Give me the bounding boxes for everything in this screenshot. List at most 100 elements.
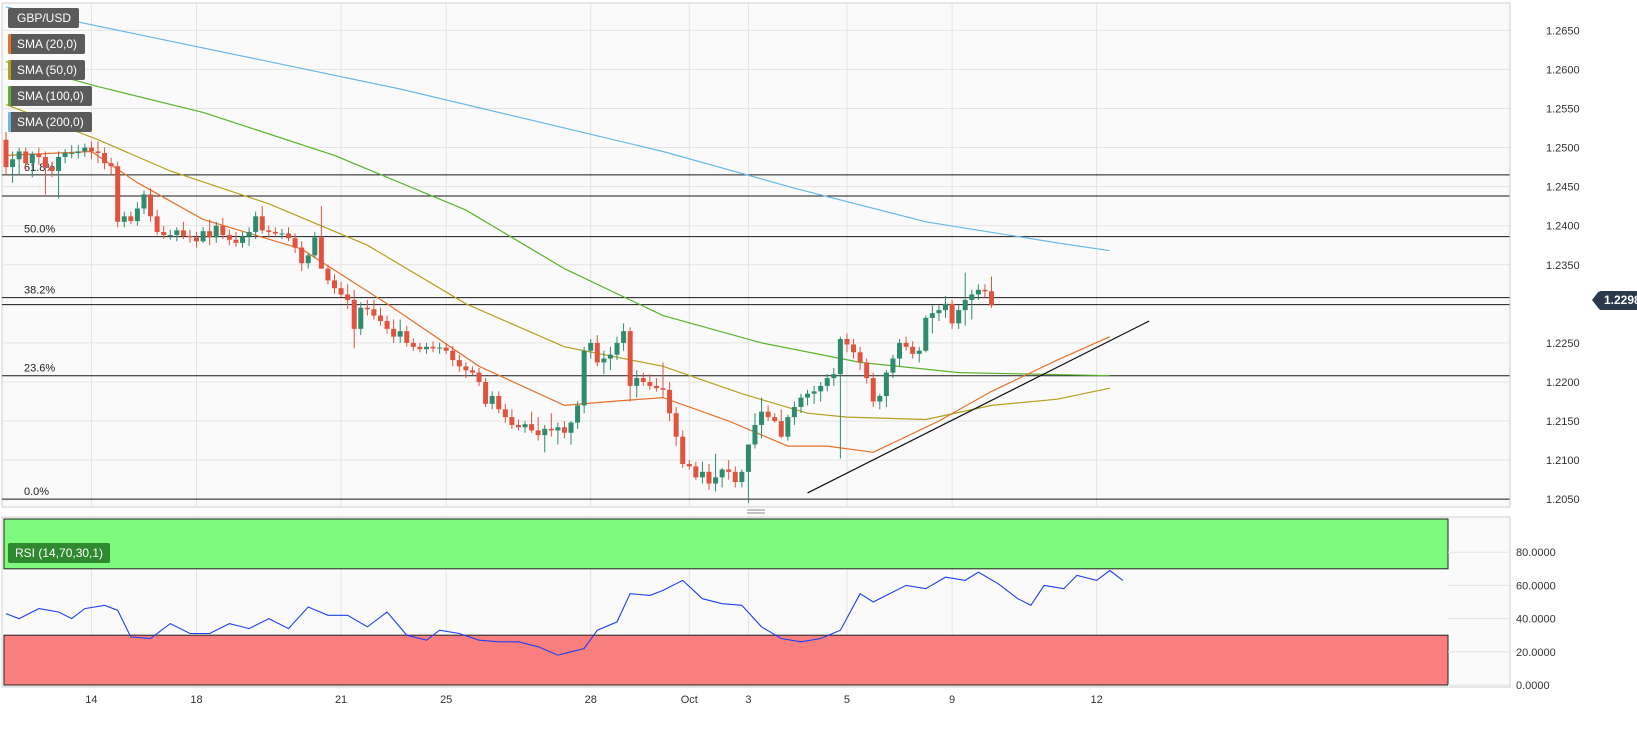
candle-body: [555, 427, 561, 431]
candle: [272, 227, 278, 238]
candle-body: [167, 235, 173, 237]
candle-body: [798, 397, 804, 407]
candle: [903, 336, 909, 351]
candle: [713, 453, 719, 492]
candle: [772, 413, 778, 423]
candle-body: [824, 378, 830, 386]
candle-body: [529, 424, 535, 431]
candle-body: [982, 289, 988, 292]
candle-body: [765, 411, 771, 418]
candle: [167, 229, 173, 240]
candle-body: [857, 352, 863, 363]
candle-body: [312, 237, 318, 256]
candle-body: [82, 147, 88, 152]
candle-body: [699, 471, 705, 478]
candle: [102, 147, 108, 170]
candle-body: [49, 167, 55, 171]
price-tick-label: 1.2250: [1546, 338, 1580, 350]
price-tick-label: 1.2150: [1546, 416, 1580, 428]
candle: [522, 421, 528, 433]
candle: [358, 302, 364, 336]
candle-body: [476, 372, 482, 382]
candle-body: [719, 469, 725, 478]
rsi-indicator-label[interactable]: RSI (14,70,30,1): [8, 543, 111, 563]
candle: [128, 211, 134, 225]
candle-body: [371, 309, 377, 316]
rsi-tick-label: 60.0000: [1516, 580, 1556, 592]
candle: [469, 366, 475, 376]
candle-body: [305, 255, 311, 264]
candle: [706, 464, 712, 490]
legend-sma-200[interactable]: SMA (200,0): [8, 112, 92, 132]
candle: [719, 467, 725, 488]
time-tick-label: 14: [85, 694, 97, 706]
fibonacci-level-label: 38.2%: [24, 285, 55, 297]
candle: [982, 284, 988, 298]
trendline: [807, 320, 1150, 494]
candle-body: [364, 307, 370, 310]
candle: [916, 346, 922, 363]
price-tick-label: 1.2100: [1546, 455, 1580, 467]
candle-body: [226, 235, 232, 240]
candle: [680, 430, 686, 468]
candle-body: [706, 471, 712, 484]
candle-body: [423, 346, 429, 350]
candle-body: [377, 315, 383, 322]
time-tick-label: Oct: [681, 694, 698, 706]
candle-body: [594, 342, 600, 363]
candle-body: [456, 360, 462, 367]
candle: [851, 339, 857, 359]
candle: [3, 131, 9, 175]
candle-body: [923, 317, 929, 351]
price-tick-label: 1.2200: [1546, 377, 1580, 389]
candle-body: [772, 417, 778, 422]
candle: [726, 460, 732, 480]
rsi-tick-label: 0.0000: [1516, 680, 1550, 692]
symbol-label[interactable]: GBP/USD: [8, 8, 80, 28]
candle: [266, 225, 272, 238]
sma-100-swatch: [8, 86, 11, 106]
candle: [515, 419, 521, 431]
legend-sma-100[interactable]: SMA (100,0): [8, 86, 92, 106]
candle-body: [299, 247, 305, 264]
time-tick-label: 21: [335, 694, 347, 706]
candle: [509, 409, 515, 429]
candle-body: [627, 331, 633, 386]
candle-body: [581, 350, 587, 406]
candle: [601, 350, 607, 375]
sma-50-label: SMA (50,0): [17, 63, 78, 77]
candle-body: [640, 378, 646, 382]
candle-body: [279, 233, 285, 235]
candle: [962, 272, 968, 326]
candle: [463, 362, 469, 379]
sma-100-label: SMA (100,0): [17, 89, 84, 103]
candle-body: [88, 147, 94, 152]
candle: [752, 413, 758, 449]
candle-body: [568, 422, 574, 433]
candle-body: [437, 347, 443, 349]
candle-body: [95, 151, 101, 154]
candle-body: [502, 409, 508, 418]
candle: [785, 414, 791, 441]
candle-body: [154, 216, 160, 232]
legend-sma-50[interactable]: SMA (50,0): [8, 60, 86, 80]
candle: [318, 206, 324, 269]
candle: [575, 401, 581, 429]
candle-body: [3, 139, 9, 168]
candle-body: [246, 231, 252, 237]
candle-body: [515, 424, 521, 428]
candle-body: [213, 225, 219, 238]
candle: [187, 229, 193, 243]
candle-body: [417, 346, 423, 350]
rsi-label-text: RSI (14,70,30,1): [15, 546, 104, 560]
candle: [423, 342, 429, 354]
candle: [29, 151, 35, 178]
candle: [778, 409, 784, 439]
candle: [502, 403, 508, 423]
candle-body: [542, 428, 548, 436]
candle: [989, 276, 994, 308]
candle: [607, 346, 613, 371]
legend-sma-20[interactable]: SMA (20,0): [8, 34, 86, 54]
candle: [660, 362, 666, 398]
